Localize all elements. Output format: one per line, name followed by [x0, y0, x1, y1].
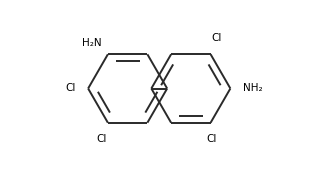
Text: NH₂: NH₂ [243, 84, 263, 93]
Text: H₂N: H₂N [82, 38, 101, 48]
Text: Cl: Cl [212, 33, 222, 43]
Text: Cl: Cl [206, 134, 217, 144]
Text: Cl: Cl [65, 84, 75, 93]
Text: Cl: Cl [96, 134, 107, 144]
